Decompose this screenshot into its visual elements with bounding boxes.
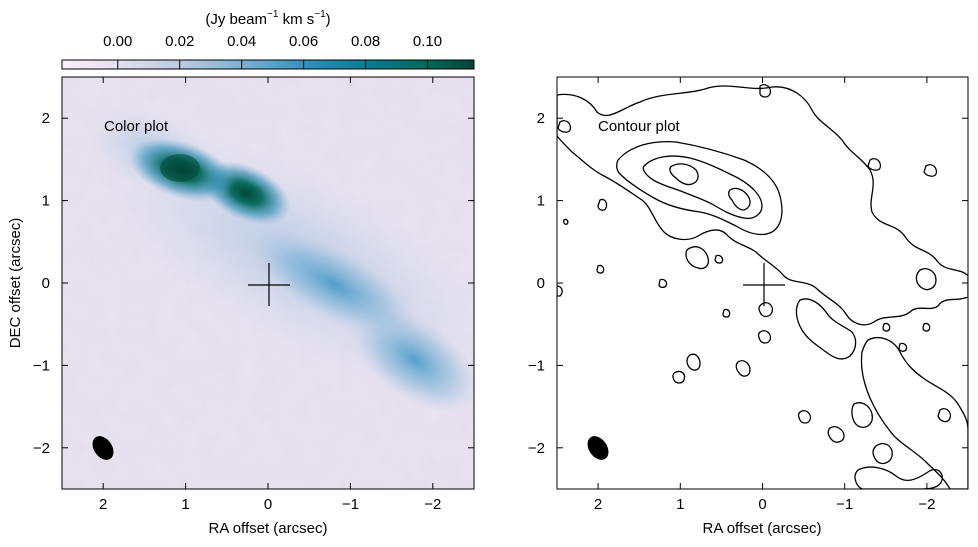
panel-annotation-left: Color plot [104, 118, 169, 135]
y-axis-label-left: DEC offset (arcsec) [7, 218, 24, 349]
beam-ellipse-right [587, 436, 609, 460]
x-tick-label: −2 [424, 496, 441, 513]
x-tick-label: −1 [342, 496, 359, 513]
y-tick-label: 0 [42, 275, 50, 292]
contour-level-3-inner2 [728, 187, 751, 211]
y-tick-label: −1 [33, 357, 50, 374]
contour-level-2 [616, 140, 783, 236]
x-tick-label: 0 [758, 496, 766, 513]
contour-level-3 [642, 155, 763, 220]
contour-level-1-southeast [795, 298, 857, 360]
contour-level-1-main [557, 85, 968, 326]
contour-level-1-patch [685, 246, 710, 270]
center-cross-left [248, 263, 290, 306]
colorbar-ticks: 0.00 0.02 0.04 0.06 0.08 0.10 [103, 33, 442, 69]
x-tick-label: 1 [676, 496, 684, 513]
x-tick-label: −2 [918, 496, 935, 513]
contours [557, 84, 968, 489]
panel-color-plot: Color plot 2 1 0 −1 −2 2 1 0 −1 −2 RA offset (arc… [7, 76, 475, 537]
colorbar-tick-label: 0.08 [351, 33, 380, 50]
center-cross-right [743, 263, 785, 306]
x-axis-label-left: RA offset (arcsec) [209, 520, 328, 537]
colorbar: (Jy beam−1 km s−1) 0.00 0.02 0.04 0.06 0.08 0… [61, 9, 475, 70]
y-tick-label: 2 [42, 110, 50, 127]
y-tick-label: −2 [528, 440, 545, 457]
x-tick-label: 0 [264, 496, 272, 513]
contour-level-1-patch2 [915, 268, 937, 291]
x-tick-label: −1 [836, 496, 853, 513]
y-tick-label: 0 [537, 275, 545, 292]
panel-annotation-right: Contour plot [598, 118, 681, 135]
emission-ridge [249, 230, 421, 340]
colorbar-tick-label: 0.02 [165, 33, 194, 50]
axes-right: 2 1 0 −1 −2 2 1 0 −1 −2 [528, 77, 968, 513]
emission-core [160, 154, 200, 182]
x-tick-label: 2 [594, 496, 602, 513]
colorbar-tick-label: 0.00 [103, 33, 132, 50]
y-tick-label: 1 [42, 193, 50, 210]
y-tick-label: −1 [528, 357, 545, 374]
axes-left: 2 1 0 −1 −2 2 1 0 −1 −2 [33, 77, 474, 513]
colorbar-label: (Jy beam−1 km s−1) [205, 9, 330, 28]
heatmap-image [62, 77, 474, 489]
colorbar-tick-label: 0.04 [227, 33, 256, 50]
contour-level-3-inner [669, 163, 699, 186]
panel-contour-plot: Contour plot 2 1 0 −1 −2 2 1 0 −1 −2 RA offset (a… [528, 76, 969, 537]
colorbar-tick-label: 0.06 [289, 33, 318, 50]
y-tick-label: 2 [537, 110, 545, 127]
x-tick-label: 1 [181, 496, 189, 513]
x-axis-label-right: RA offset (arcsec) [703, 520, 822, 537]
colorbar-gradient [61, 59, 475, 70]
beam-ellipse-left [92, 436, 114, 460]
x-tick-label: 2 [99, 496, 107, 513]
y-tick-label: 1 [537, 193, 545, 210]
colorbar-tick-label: 0.10 [413, 33, 442, 50]
y-tick-label: −2 [33, 440, 50, 457]
